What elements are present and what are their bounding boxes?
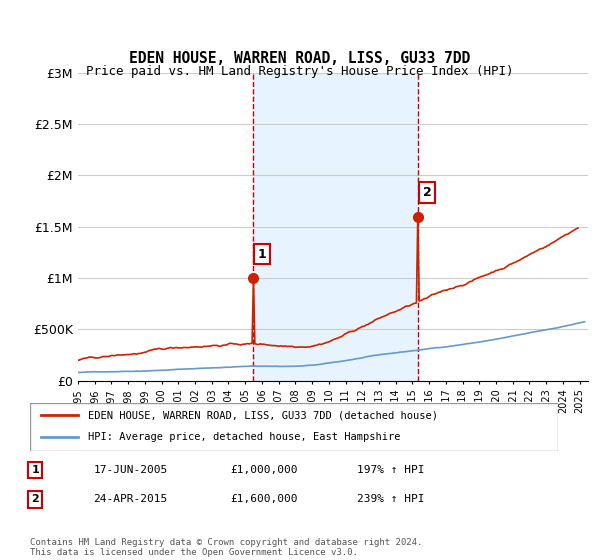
Text: EDEN HOUSE, WARREN ROAD, LISS, GU33 7DD (detached house): EDEN HOUSE, WARREN ROAD, LISS, GU33 7DD … — [88, 410, 438, 420]
Text: Contains HM Land Registry data © Crown copyright and database right 2024.
This d: Contains HM Land Registry data © Crown c… — [30, 538, 422, 557]
Text: 1: 1 — [258, 248, 266, 260]
Text: 239% ↑ HPI: 239% ↑ HPI — [358, 494, 425, 505]
Text: £1,600,000: £1,600,000 — [230, 494, 298, 505]
Text: 2: 2 — [422, 186, 431, 199]
Text: 197% ↑ HPI: 197% ↑ HPI — [358, 465, 425, 475]
Text: Price paid vs. HM Land Registry's House Price Index (HPI): Price paid vs. HM Land Registry's House … — [86, 65, 514, 78]
Text: EDEN HOUSE, WARREN ROAD, LISS, GU33 7DD: EDEN HOUSE, WARREN ROAD, LISS, GU33 7DD — [130, 52, 470, 66]
Text: HPI: Average price, detached house, East Hampshire: HPI: Average price, detached house, East… — [88, 432, 401, 441]
Text: 17-JUN-2005: 17-JUN-2005 — [94, 465, 167, 475]
Text: 24-APR-2015: 24-APR-2015 — [94, 494, 167, 505]
Bar — [253, 73, 418, 381]
FancyBboxPatch shape — [30, 403, 558, 451]
Text: £1,000,000: £1,000,000 — [230, 465, 298, 475]
Text: 1: 1 — [31, 465, 39, 475]
Text: 2: 2 — [31, 494, 39, 505]
